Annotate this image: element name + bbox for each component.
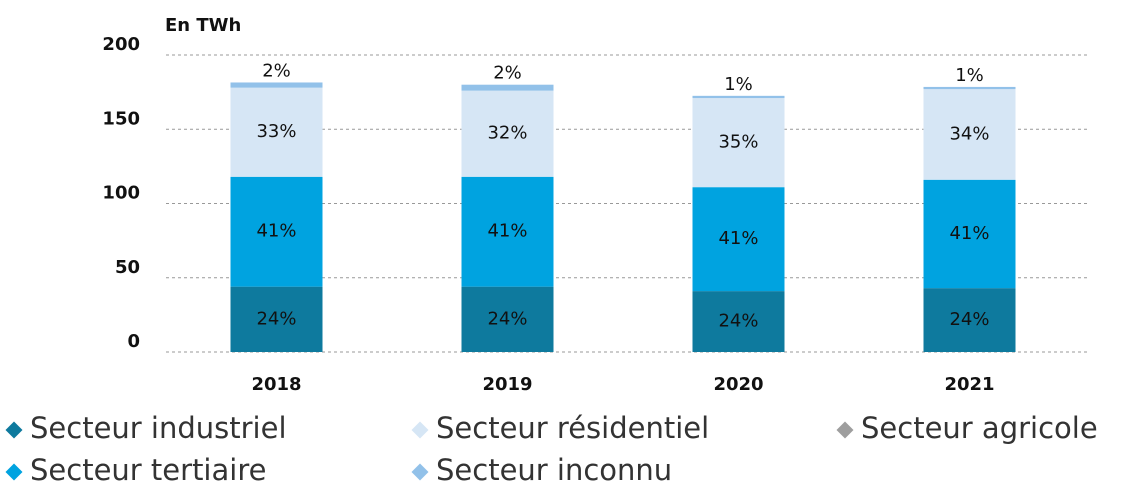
x-tick-label: 2019 <box>482 374 532 395</box>
bar-segment <box>923 179 1016 289</box>
data-label: 41% <box>487 221 527 242</box>
bar-segment <box>461 84 554 91</box>
legend-label: Secteur industriel <box>30 411 287 445</box>
bar-segment <box>692 98 785 188</box>
legend-marker <box>411 463 429 481</box>
bar-segment <box>461 90 554 177</box>
bar-segment <box>692 95 785 99</box>
y-tick-label: 0 <box>127 331 140 352</box>
data-label: 33% <box>256 121 296 142</box>
data-label: 24% <box>718 311 758 332</box>
data-label: 34% <box>949 123 989 144</box>
data-label: 24% <box>949 309 989 330</box>
data-label: 1% <box>955 65 984 86</box>
legend-marker <box>5 463 23 481</box>
data-label: 32% <box>487 123 527 144</box>
bar-segment <box>923 86 1016 90</box>
x-tick-label: 2020 <box>713 374 763 395</box>
bar-segment <box>230 82 323 88</box>
legend-label: Secteur inconnu <box>436 453 672 487</box>
bar-segment <box>692 187 785 292</box>
legend-marker <box>5 421 23 439</box>
bar-segment <box>461 176 554 287</box>
data-label: 41% <box>718 228 758 249</box>
data-label: 2% <box>493 63 522 84</box>
y-tick-label: 100 <box>102 183 140 204</box>
legend-marker <box>836 421 854 439</box>
data-label: 24% <box>487 308 527 329</box>
data-label: 24% <box>256 308 296 329</box>
bar-segment <box>461 286 554 352</box>
bar-segment <box>923 89 1016 180</box>
legend-label: Secteur agricole <box>861 411 1098 445</box>
legend-label: Secteur tertiaire <box>30 453 266 487</box>
data-label: 41% <box>256 221 296 242</box>
bar-segment <box>230 286 323 352</box>
y-tick-label: 200 <box>102 34 140 55</box>
bar-segment <box>692 291 785 352</box>
x-tick-label: 2018 <box>251 374 301 395</box>
bar-segment <box>230 176 323 287</box>
x-tick-label: 2021 <box>944 374 994 395</box>
legend-marker <box>411 421 429 439</box>
legend-label: Secteur résidentiel <box>436 411 709 445</box>
data-label: 35% <box>718 132 758 153</box>
y-axis-label: En TWh <box>165 15 241 36</box>
data-label: 1% <box>724 74 753 95</box>
bar-segment <box>923 288 1016 352</box>
y-tick-label: 50 <box>115 257 140 278</box>
data-label: 41% <box>949 223 989 244</box>
y-tick-label: 150 <box>102 108 140 129</box>
bar-segment <box>230 87 323 177</box>
data-label: 2% <box>262 60 291 81</box>
